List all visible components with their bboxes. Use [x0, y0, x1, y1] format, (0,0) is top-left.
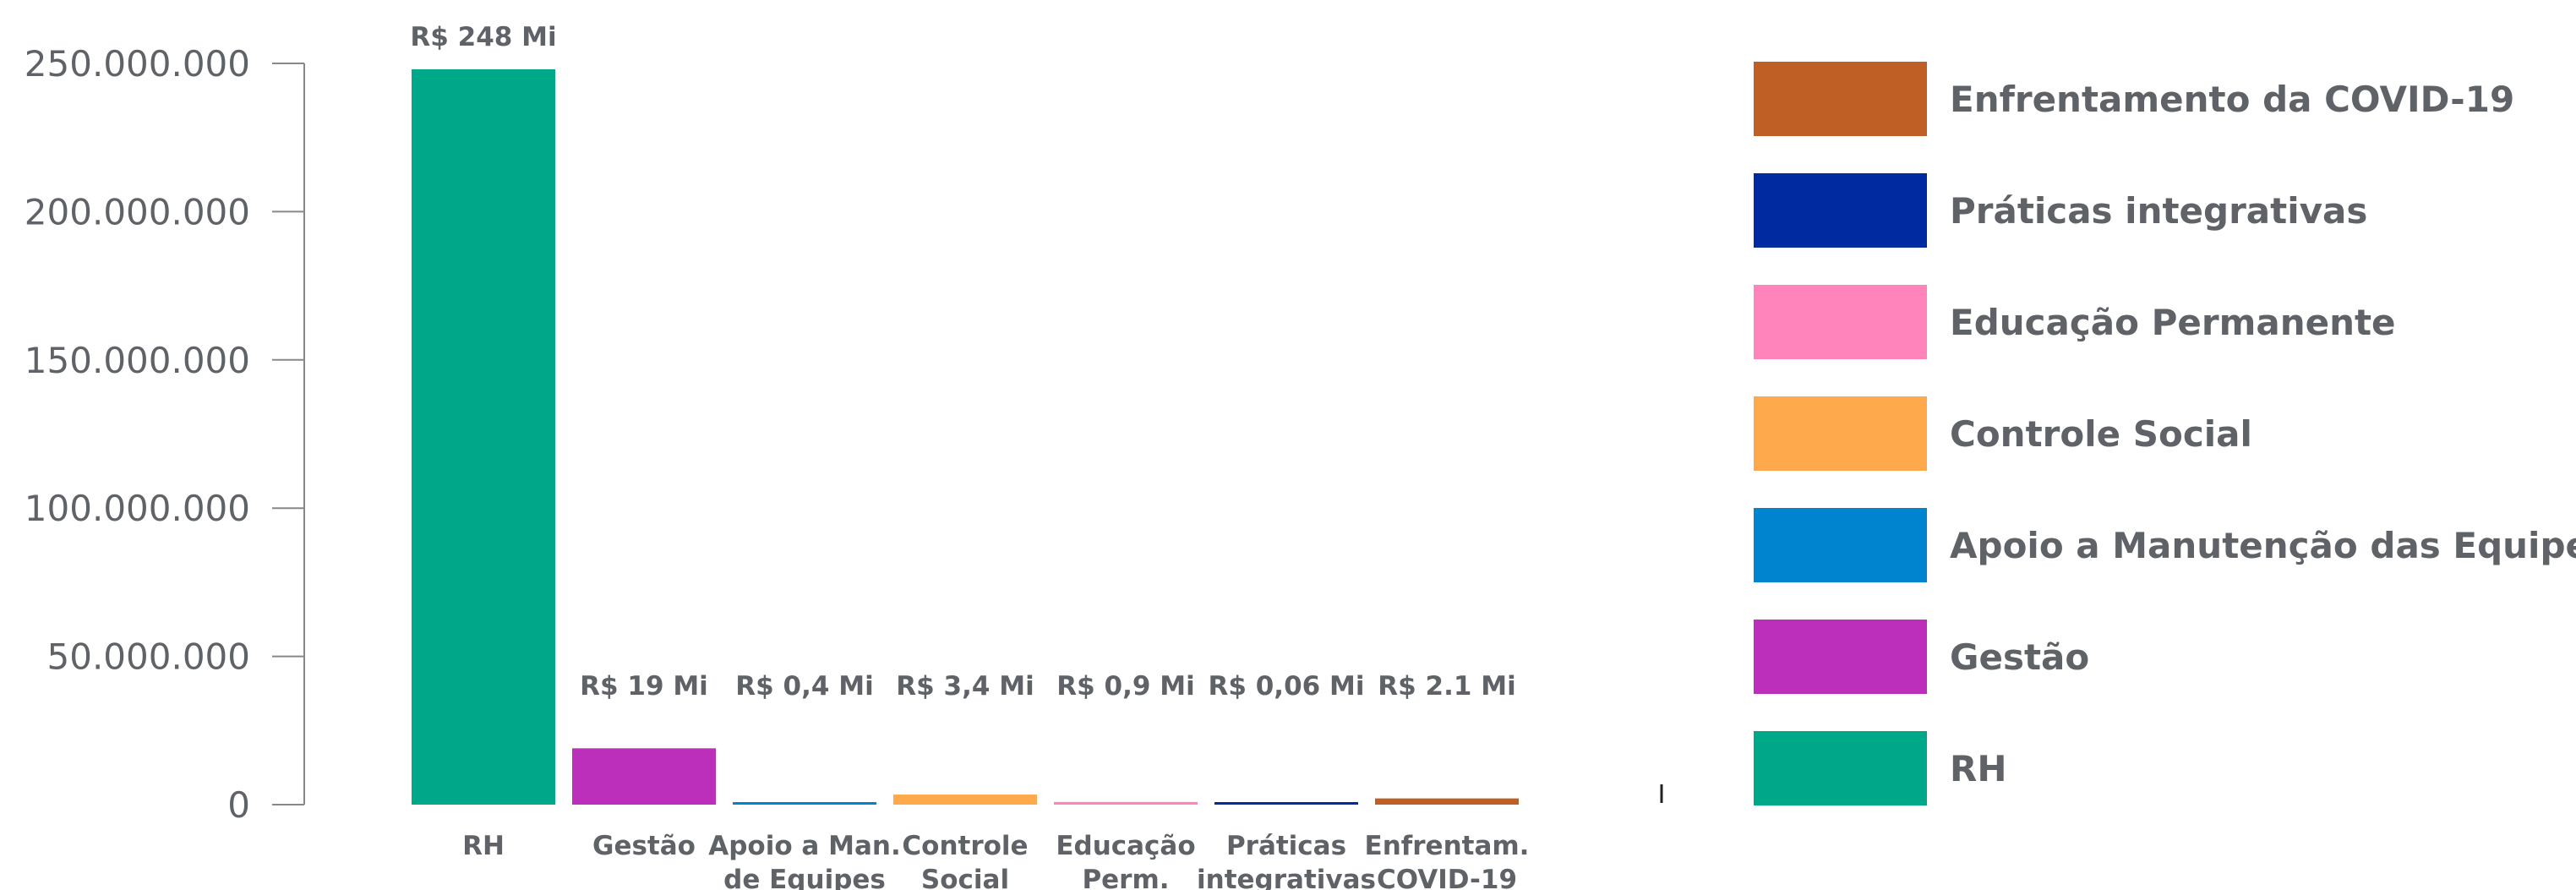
category-label: Apoio a Man. de Equipes [708, 831, 901, 890]
legend-item: Educação Permanente [1754, 285, 2396, 359]
category-label-line: integrativas [1197, 865, 1376, 890]
y-tick-label: 100.000.000 [25, 488, 250, 529]
legend-label: Práticas integrativas [1950, 190, 2367, 232]
category-label-line: COVID-19 [1377, 865, 1517, 890]
legend-item: Práticas integrativas [1754, 173, 2367, 248]
category-label: Educação Perm. [1056, 831, 1195, 890]
bar [412, 69, 555, 805]
y-tick-label: 250.000.000 [25, 43, 250, 85]
category-label: Gestão [592, 831, 696, 861]
category-label: Práticas integrativas [1197, 831, 1376, 890]
bar [733, 802, 876, 805]
legend-item: Enfrentamento da COVID-19 [1754, 62, 2514, 136]
category-label-line: Educação [1056, 831, 1195, 861]
y-tick-label: 200.000.000 [25, 191, 250, 232]
legend-swatch [1754, 396, 1927, 471]
category-label-line: Social [921, 865, 1009, 890]
category-label: Enfrentam. COVID-19 [1365, 831, 1530, 890]
legend-item: Controle Social [1754, 396, 2252, 471]
legend-item: Gestão [1754, 620, 2089, 694]
bar-value-label: R$ 19 Mi [580, 671, 708, 702]
bar-value-label: R$ 0,06 Mi [1209, 671, 1365, 702]
bar-value-label: R$ 0,4 Mi [735, 671, 873, 702]
y-tick-label: 50.000.000 [47, 636, 250, 678]
bar-value-label: R$ 248 Mi [410, 22, 556, 52]
y-tick-label: 150.000.000 [25, 340, 250, 381]
legend-label: RH [1950, 748, 2007, 789]
bar [893, 794, 1037, 805]
legend-swatch [1754, 731, 1927, 805]
category-label-line: Enfrentam. [1365, 831, 1530, 861]
bar-value-label: R$ 2.1 Mi [1378, 671, 1515, 702]
bars [412, 69, 1663, 805]
data-labels: R$ 248 Mi R$ 19 Mi R$ 0,4 Mi R$ 3,4 Mi R$ 0,… [410, 22, 1515, 702]
category-labels: RH Gestão Apoio a Man. de Equipes Controle So… [462, 831, 1529, 890]
legend-item: Apoio a Manutenção das Equipes... [1754, 508, 2576, 582]
legend-label: Gestão [1950, 636, 2089, 678]
category-label-line: Controle [902, 831, 1028, 861]
legend-item: RH [1754, 731, 2007, 805]
category-label-line: de Equipes [723, 865, 886, 890]
category-label-line: Práticas [1226, 831, 1346, 861]
bar-value-label: R$ 0,9 Mi [1056, 671, 1194, 702]
category-label-line: Perm. [1082, 865, 1169, 890]
bar [1214, 802, 1358, 805]
category-label: RH [462, 831, 505, 861]
bar [572, 748, 716, 805]
legend-label: Educação Permanente [1950, 302, 2396, 343]
legend-swatch [1754, 62, 1927, 136]
legend: Enfrentamento da COVID-19 Práticas integr… [1754, 62, 2576, 805]
legend-swatch [1754, 173, 1927, 248]
legend-label: Enfrentamento da COVID-19 [1950, 79, 2514, 120]
category-label: Controle Social [902, 831, 1028, 890]
legend-swatch [1754, 620, 1927, 694]
legend-swatch [1754, 508, 1927, 582]
bar-value-label: R$ 3,4 Mi [896, 671, 1034, 702]
legend-swatch [1754, 285, 1927, 359]
y-tick-label: 0 [227, 784, 250, 826]
y-axis: 0 50.000.000 100.000.000 150.000.000 200.000… [25, 43, 305, 826]
category-label-line: RH [462, 831, 505, 861]
bar [1375, 798, 1519, 805]
category-label-line: Gestão [592, 831, 696, 861]
legend-label: Controle Social [1950, 413, 2252, 455]
category-label-line: Apoio a Man. [708, 831, 901, 861]
legend-label: Apoio a Manutenção das Equipes... [1950, 525, 2576, 566]
bar [1054, 801, 1198, 805]
